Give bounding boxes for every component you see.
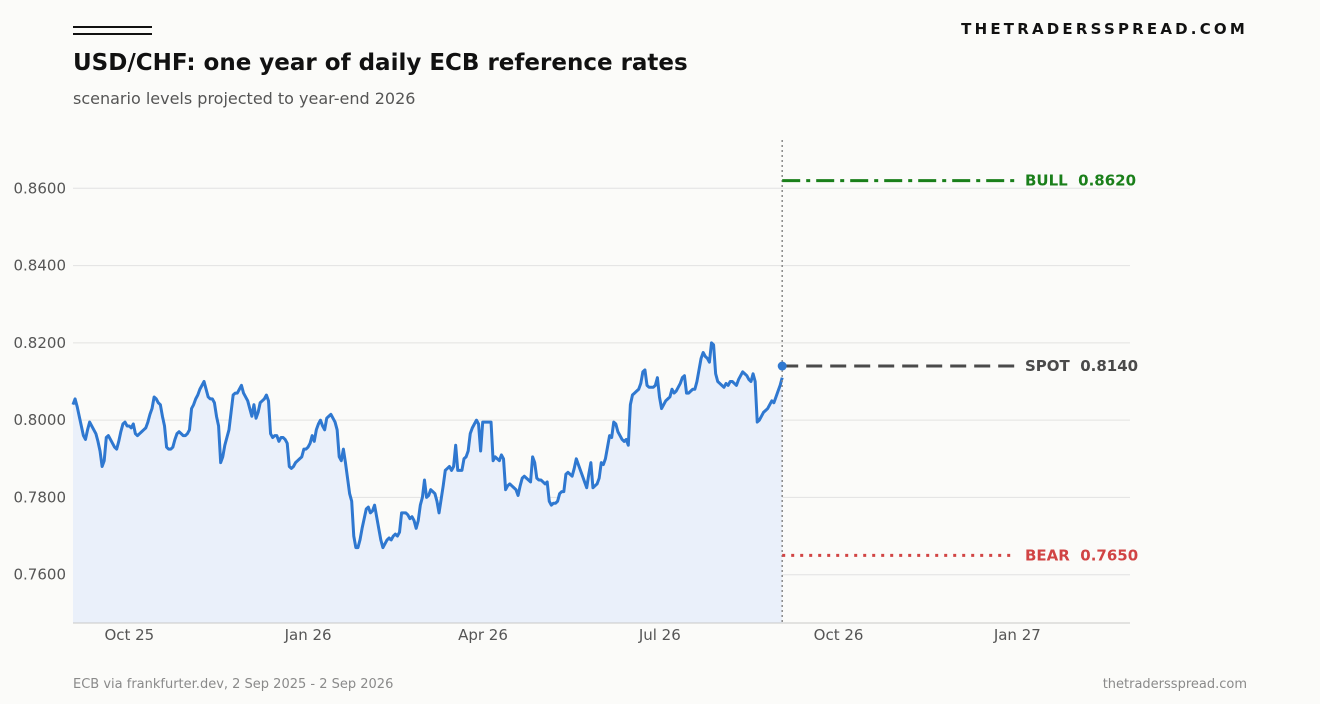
scenario-label-bear: BEAR 0.7650 [1025,546,1138,564]
y-tick-label-3: 0.8200 [14,334,67,352]
scenario-levels: BULL 0.8620 SPOT 0.8140 BEAR 0.7650 [777,140,1138,623]
spot-marker [777,361,787,371]
chart-title: USD/CHF: one year of daily ECB reference… [73,50,688,76]
source-note: ECB via frankfurter.dev, 2 Sep 2025 - 2 … [73,677,394,692]
chart-subtitle: scenario levels projected to year-end 20… [73,89,416,108]
footer-site: thetradersspread.com [1102,677,1247,692]
x-tick-label-2: Apr 26 [458,626,508,644]
y-axis-ticks: 0.7600 0.7800 0.8000 0.8200 0.8400 0.8600 [14,179,67,583]
x-axis-ticks: Oct 25 Jan 26 Apr 26 Jul 26 Oct 26 Jan 27 [104,626,1040,644]
series-area-fill [73,342,783,623]
y-tick-label-5: 0.8600 [14,179,67,197]
x-tick-label-0: Oct 25 [104,626,154,644]
scenario-label-bull: BULL 0.8620 [1025,172,1136,190]
scenario-label-spot: SPOT 0.8140 [1025,357,1138,375]
y-tick-label-0: 0.7600 [14,566,67,584]
y-tick-label-2: 0.8000 [14,411,67,429]
x-tick-label-3: Jul 26 [638,626,681,644]
x-tick-label-5: Jan 27 [993,626,1041,644]
x-tick-label-4: Oct 26 [814,626,864,644]
y-tick-label-4: 0.8400 [14,257,67,275]
y-tick-label-1: 0.7800 [14,488,67,506]
x-tick-label-1: Jan 26 [284,626,332,644]
series-line [71,341,784,550]
series-area [73,342,783,623]
series-line-path [71,341,784,550]
header-double-rule [73,26,152,40]
rule-line-top [73,26,152,28]
brand-wordmark: THETRADERSSPREAD.COM [961,20,1248,38]
rule-line-bottom [73,33,152,35]
